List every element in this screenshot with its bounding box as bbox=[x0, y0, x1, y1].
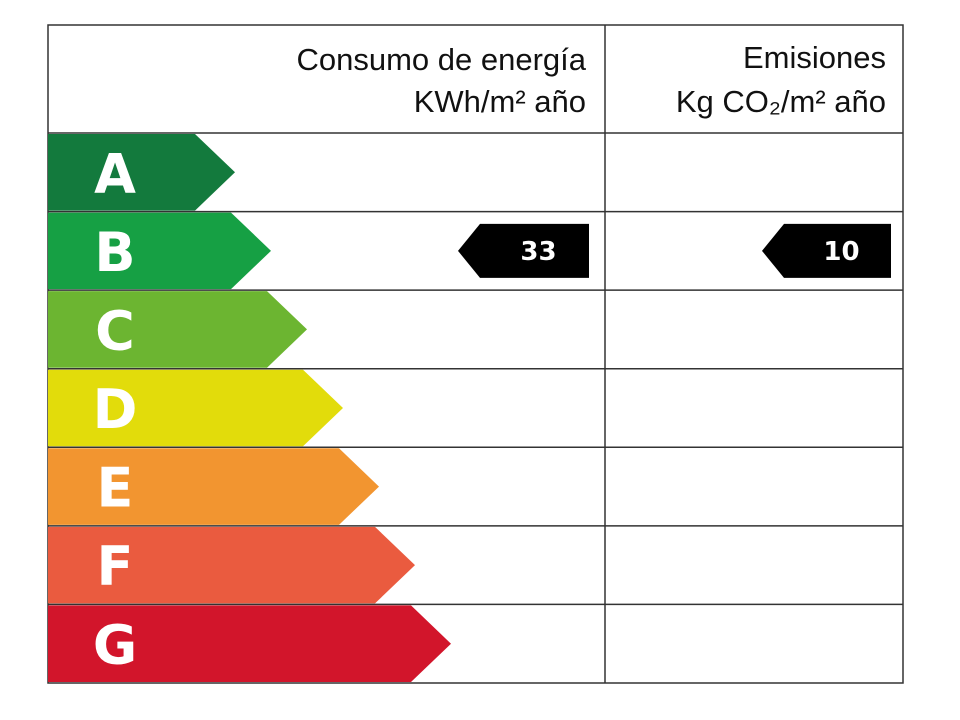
rating-arrow bbox=[48, 134, 235, 211]
emissions-indicator bbox=[762, 223, 891, 278]
rating-letter: D bbox=[93, 378, 138, 441]
rating-letter: F bbox=[97, 535, 134, 598]
rating-arrow bbox=[48, 291, 307, 368]
rating-arrow bbox=[48, 212, 271, 290]
rating-arrow bbox=[48, 448, 379, 525]
rating-letter: G bbox=[93, 614, 137, 677]
energy-indicator bbox=[458, 223, 589, 278]
emissions-value: 10 bbox=[823, 237, 859, 267]
energy-unit: KWh/m² año bbox=[414, 84, 586, 119]
rating-arrow bbox=[48, 605, 451, 682]
rating-letter: E bbox=[97, 457, 134, 520]
energy-value: 33 bbox=[520, 237, 556, 267]
rating-letter: A bbox=[94, 142, 136, 205]
emissions-unit: Kg CO₂/m² año bbox=[676, 84, 886, 119]
rating-letter: B bbox=[94, 221, 135, 284]
rating-arrow bbox=[48, 526, 415, 604]
energy-title: Consumo de energía bbox=[296, 42, 586, 77]
rating-letter: C bbox=[95, 299, 135, 362]
rating-arrow bbox=[48, 369, 343, 447]
emissions-title: Emisiones bbox=[743, 40, 886, 75]
